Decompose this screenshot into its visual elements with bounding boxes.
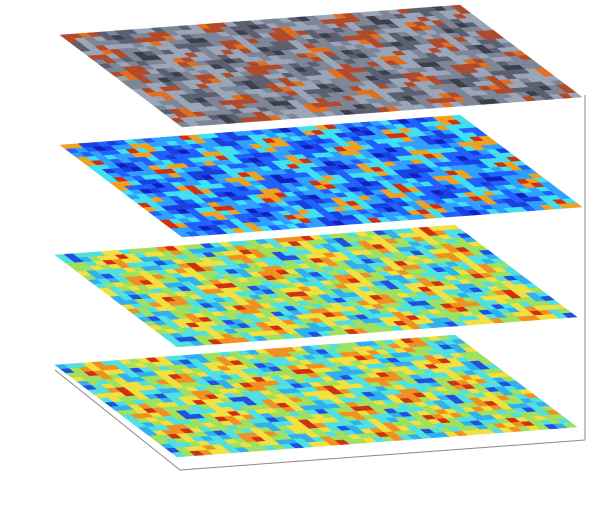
- layer: [55, 335, 577, 457]
- layer: [55, 225, 577, 347]
- chart: [0, 0, 610, 527]
- layer: [60, 115, 582, 237]
- layer: [60, 5, 582, 127]
